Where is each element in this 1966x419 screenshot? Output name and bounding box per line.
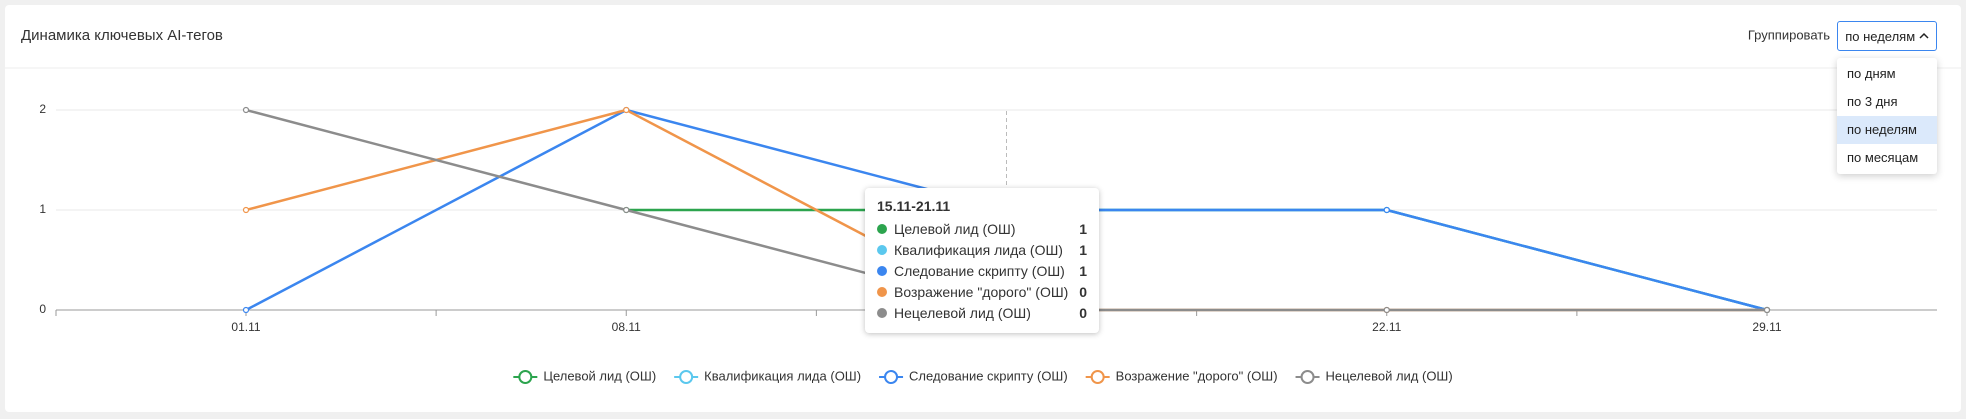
tooltip-dot (877, 265, 887, 276)
selected-option: по неделям (1845, 28, 1916, 44)
point (242, 206, 250, 214)
tooltip-row: Квалификация лида (ОШ) 1 (877, 239, 1087, 260)
legend-item[interactable]: Целевой лид (ОШ) (513, 368, 656, 384)
y-tick-label: 0 (39, 302, 46, 316)
legend-label: Целевой лид (ОШ) (543, 368, 656, 383)
dropdown-option[interactable]: по месяцам (1847, 150, 1919, 165)
y-tick-label: 2 (39, 102, 46, 116)
tooltip-name: Следование скрипту (ОШ) (894, 262, 1065, 279)
dropdown-menu: по дням по 3 дня по неделям по месяцам (1837, 58, 1937, 174)
tooltip-name: Квалификация лида (ОШ) (894, 241, 1063, 258)
legend-label: Нецелевой лид (ОШ) (1326, 368, 1453, 383)
dropdown-option[interactable]: по 3 дня (1847, 94, 1898, 109)
point (623, 206, 630, 214)
point (242, 106, 250, 114)
dropdown-option[interactable]: по дням (1847, 66, 1896, 81)
legend: Целевой лид (ОШ) Квалификация лида (ОШ) Сл… (513, 368, 1453, 384)
x-tick-label: 08.11 (612, 320, 641, 334)
tooltip-dot (877, 307, 887, 318)
tooltip-row: Целевой лид (ОШ) 1 (877, 218, 1087, 239)
x-tick-label: 29.11 (1752, 320, 1781, 334)
tooltip-name: Возражение "дорого" (ОШ) (894, 283, 1069, 300)
tooltip-dot (877, 223, 887, 234)
x-tick-label: 22.11 (1372, 320, 1401, 334)
point (1383, 206, 1390, 214)
tooltip-value: 1 (1079, 220, 1087, 237)
legend-item[interactable]: Следование скрипту (ОШ) (879, 368, 1068, 384)
tooltip-row: Нецелевой лид (ОШ) 0 (877, 302, 1087, 323)
legend-swatch (679, 370, 694, 384)
legend-label: Следование скрипту (ОШ) (909, 368, 1068, 383)
tooltip-row: Следование скрипту (ОШ) 1 (877, 260, 1087, 281)
tooltip-name: Целевой лид (ОШ) (894, 220, 1016, 237)
legend-item[interactable]: Нецелевой лид (ОШ) (1295, 368, 1453, 384)
tooltip-dot (877, 244, 887, 255)
point (1383, 306, 1390, 314)
tooltip-value: 0 (1079, 283, 1087, 300)
point (623, 106, 630, 114)
group-select[interactable]: по неделям (1837, 21, 1937, 51)
chart-title: Динамика ключевых AI-тегов (21, 27, 223, 44)
x-tick-label: 01.11 (231, 320, 260, 334)
legend-item[interactable]: Квалификация лида (ОШ) (674, 368, 861, 384)
tooltip: 15.11-21.11 Целевой лид (ОШ) 1 Квалификация… (865, 188, 1099, 333)
group-label: Группировать (1748, 27, 1830, 42)
dropdown-option[interactable]: по неделям (1837, 116, 1937, 144)
tooltip-name: Нецелевой лид (ОШ) (894, 304, 1031, 321)
legend-swatch (1090, 370, 1105, 384)
tooltip-value: 1 (1079, 262, 1087, 279)
legend-swatch (884, 370, 899, 384)
point (242, 306, 250, 314)
legend-label: Квалификация лида (ОШ) (704, 368, 861, 383)
legend-label: Возражение "дорого" (ОШ) (1116, 368, 1278, 383)
series-line (1006, 208, 1768, 312)
tooltip-title: 15.11-21.11 (877, 198, 951, 214)
legend-swatch (1300, 370, 1315, 384)
legend-item[interactable]: Возражение "дорого" (ОШ) (1085, 368, 1278, 384)
tooltip-row: Возражение "дорого" (ОШ) 0 (877, 281, 1087, 302)
y-tick-label: 1 (39, 202, 46, 216)
chevron (1919, 32, 1929, 39)
point (1763, 306, 1771, 314)
tooltip-dot (877, 286, 887, 297)
legend-swatch (518, 370, 533, 384)
tooltip-value: 0 (1079, 304, 1087, 321)
tooltip-value: 1 (1079, 241, 1087, 258)
series-line (626, 208, 1768, 312)
